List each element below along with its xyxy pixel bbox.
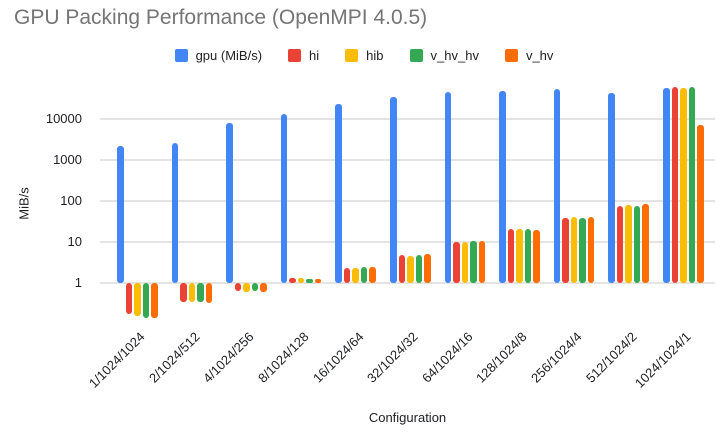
- bar: [625, 204, 632, 283]
- chart-legend: gpu (MiB/s) hi hib v_hv_hv v_hv: [0, 48, 728, 63]
- y-tick-label: 1000: [53, 152, 82, 167]
- legend-swatch-icon: [504, 49, 518, 62]
- y-tick-label: 10000: [45, 111, 82, 127]
- bar: [562, 218, 569, 283]
- bar: [415, 254, 422, 283]
- legend-label: v_hv: [525, 48, 554, 63]
- bar: [117, 145, 124, 283]
- bar: [680, 88, 687, 283]
- bar: [297, 278, 305, 283]
- bar: [226, 123, 233, 283]
- bar: [142, 282, 149, 318]
- bar: [461, 241, 469, 283]
- bar: [453, 241, 460, 283]
- bar: [151, 282, 158, 319]
- bar: [570, 217, 578, 283]
- gridline-10000: [100, 118, 715, 121]
- bar: [524, 229, 532, 283]
- y-axis-title: MiB/s: [16, 187, 32, 220]
- legend-item-hib: hib: [345, 48, 384, 63]
- bar: [180, 282, 187, 302]
- legend-item-v-hv: v_hv: [504, 48, 554, 63]
- legend-label: gpu (MiB/s): [195, 48, 263, 63]
- bar: [280, 114, 288, 283]
- bar: [697, 125, 704, 283]
- chart-title: GPU Packing Performance (OpenMPI 4.0.5): [14, 6, 428, 29]
- x-axis-title: Configuration: [368, 410, 447, 425]
- bar: [478, 241, 486, 283]
- bar: [642, 204, 649, 283]
- bar: [390, 97, 397, 283]
- bar: [369, 267, 376, 283]
- bar: [499, 90, 506, 283]
- bar: [608, 93, 615, 283]
- bar: [188, 282, 196, 303]
- bar: [616, 206, 624, 283]
- bar: [343, 267, 351, 283]
- gridline-100: [100, 199, 715, 202]
- legend-swatch-icon: [288, 49, 302, 62]
- bar: [125, 282, 132, 315]
- bar: [516, 229, 523, 283]
- y-tick-label: 100: [60, 192, 82, 208]
- bar: [688, 86, 695, 283]
- bar: [398, 254, 405, 283]
- bar: [444, 92, 452, 283]
- legend-swatch-icon: [174, 49, 188, 62]
- plot-area: 1 10 100 1000 10000 1/1024/1024 2/1024/512 4/10…: [46, 85, 715, 391]
- bar: [251, 282, 259, 292]
- legend-item-v-hv-hv: v_hv_hv: [409, 48, 479, 63]
- bar: [663, 88, 670, 283]
- bar: [360, 267, 368, 283]
- bar: [134, 282, 141, 317]
- bar: [587, 217, 595, 283]
- bar: [352, 267, 359, 283]
- legend-item-gpu-mib-s-: gpu (MiB/s): [174, 48, 263, 63]
- bar: [243, 282, 250, 292]
- legend-label: hi: [309, 48, 320, 63]
- bar: [407, 255, 414, 283]
- bar: [335, 103, 342, 283]
- bar: [314, 278, 322, 283]
- bar: [205, 282, 213, 303]
- bar: [424, 254, 431, 283]
- gridline-1: [100, 281, 715, 284]
- bar: [470, 241, 477, 283]
- bar: [197, 282, 204, 303]
- bar: [633, 205, 641, 283]
- legend-label: hib: [366, 48, 384, 63]
- bar: [306, 278, 313, 283]
- bar: [553, 89, 561, 283]
- y-tick-label: 1: [74, 274, 82, 290]
- bar: [260, 282, 267, 292]
- y-tick-label: 10: [67, 233, 82, 249]
- bar: [533, 229, 540, 283]
- bar: [234, 282, 242, 292]
- bar: [671, 87, 678, 283]
- legend-item-hi: hi: [288, 48, 319, 63]
- bar: [171, 143, 179, 283]
- bar: [507, 229, 515, 283]
- bar: [289, 278, 296, 283]
- bar: [579, 218, 586, 283]
- legend-swatch-icon: [409, 49, 423, 62]
- gridline-10: [100, 240, 715, 243]
- gridline-1000: [100, 159, 715, 161]
- legend-swatch-icon: [345, 49, 359, 62]
- legend-label: v_hv_hv: [430, 48, 479, 63]
